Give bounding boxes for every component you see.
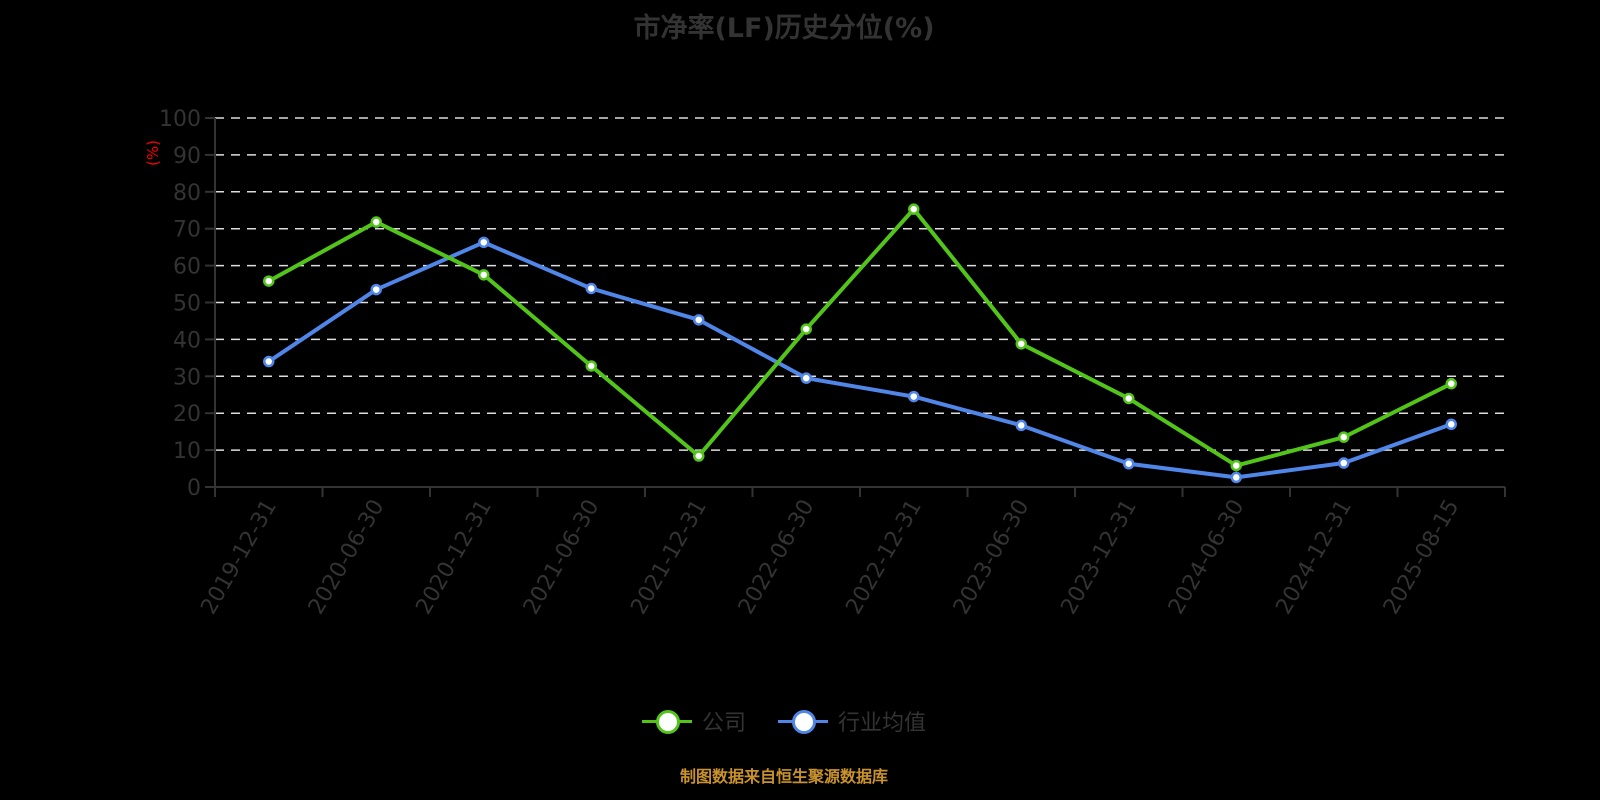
y-tick-label: 50 [173, 292, 201, 317]
y-tick-label: 70 [173, 218, 201, 243]
data-point[interactable] [800, 323, 812, 335]
data-point[interactable] [478, 236, 490, 249]
y-tick-label: 0 [187, 476, 201, 501]
x-tick-label: 2023-12-31 [1056, 496, 1142, 619]
series-industry [263, 236, 1457, 484]
chart-title: 市净率(LF)历史分位(%) [633, 13, 935, 44]
legend: 公司 行业均值 [0, 705, 1568, 737]
y-tick-label: 30 [173, 365, 201, 390]
data-point[interactable] [693, 450, 705, 462]
data-point[interactable] [1123, 392, 1135, 405]
data-point[interactable] [585, 282, 597, 295]
x-tick-label: 2024-12-31 [1271, 496, 1357, 619]
data-point[interactable] [585, 360, 597, 372]
x-tick-label: 2025-08-15 [1379, 496, 1465, 619]
x-tick-label: 2024-06-30 [1164, 496, 1250, 619]
legend-line-circle-icon [778, 709, 828, 734]
x-tick-label: 2021-06-30 [519, 496, 605, 619]
x-tick-label: 2022-06-30 [734, 496, 820, 619]
legend-item-company[interactable]: 公司 [641, 705, 746, 737]
data-point[interactable] [370, 283, 382, 296]
x-tick-label: 2022-12-31 [841, 496, 927, 619]
data-point[interactable] [1230, 459, 1242, 472]
data-source-note: 制图数据来自恒生聚源数据库 [679, 767, 888, 786]
y-axis-unit-label: (%) [144, 140, 162, 166]
x-tick-label: 2021-12-31 [626, 496, 712, 619]
y-tick-label: 100 [159, 107, 201, 132]
data-point[interactable] [1338, 457, 1350, 469]
data-point[interactable] [263, 355, 275, 368]
data-point[interactable] [908, 203, 920, 215]
data-point[interactable] [263, 275, 275, 287]
legend-label: 公司 [701, 711, 746, 736]
x-tick-label: 2020-06-30 [304, 496, 390, 619]
legend-line-circle-icon [641, 709, 692, 734]
y-tick-label: 10 [173, 439, 201, 464]
y-tick-label: 40 [173, 328, 201, 353]
line-chart: 0 10 20 30 40 50 60 70 80 90 100 (%) 2019-12-31 2020-… [144, 107, 1506, 619]
y-tick-label: 60 [173, 255, 201, 280]
data-point[interactable] [370, 216, 382, 228]
data-point[interactable] [1123, 458, 1135, 470]
data-point[interactable] [1338, 431, 1350, 443]
data-point[interactable] [693, 314, 705, 326]
series-line [267, 207, 1453, 468]
y-tick-label: 80 [173, 181, 201, 206]
data-point[interactable] [908, 390, 920, 403]
y-tick-label: 20 [173, 402, 201, 427]
legend-item-industry[interactable]: 行业均值 [778, 705, 926, 737]
data-point[interactable] [800, 372, 812, 384]
x-tick-label: 2023-06-30 [949, 496, 1035, 619]
legend-label: 行业均值 [838, 711, 927, 736]
series-company [263, 203, 1457, 472]
data-point[interactable] [1445, 377, 1457, 390]
x-tick-label: 2020-12-31 [411, 496, 497, 619]
data-point[interactable] [1015, 338, 1027, 350]
data-point[interactable] [1015, 419, 1027, 432]
data-point[interactable] [1230, 471, 1242, 484]
series-line [267, 240, 1452, 480]
data-point[interactable] [1445, 418, 1457, 431]
data-point[interactable] [478, 269, 490, 281]
x-tick-label: 2019-12-31 [196, 496, 282, 619]
y-tick-label: 90 [173, 144, 201, 169]
